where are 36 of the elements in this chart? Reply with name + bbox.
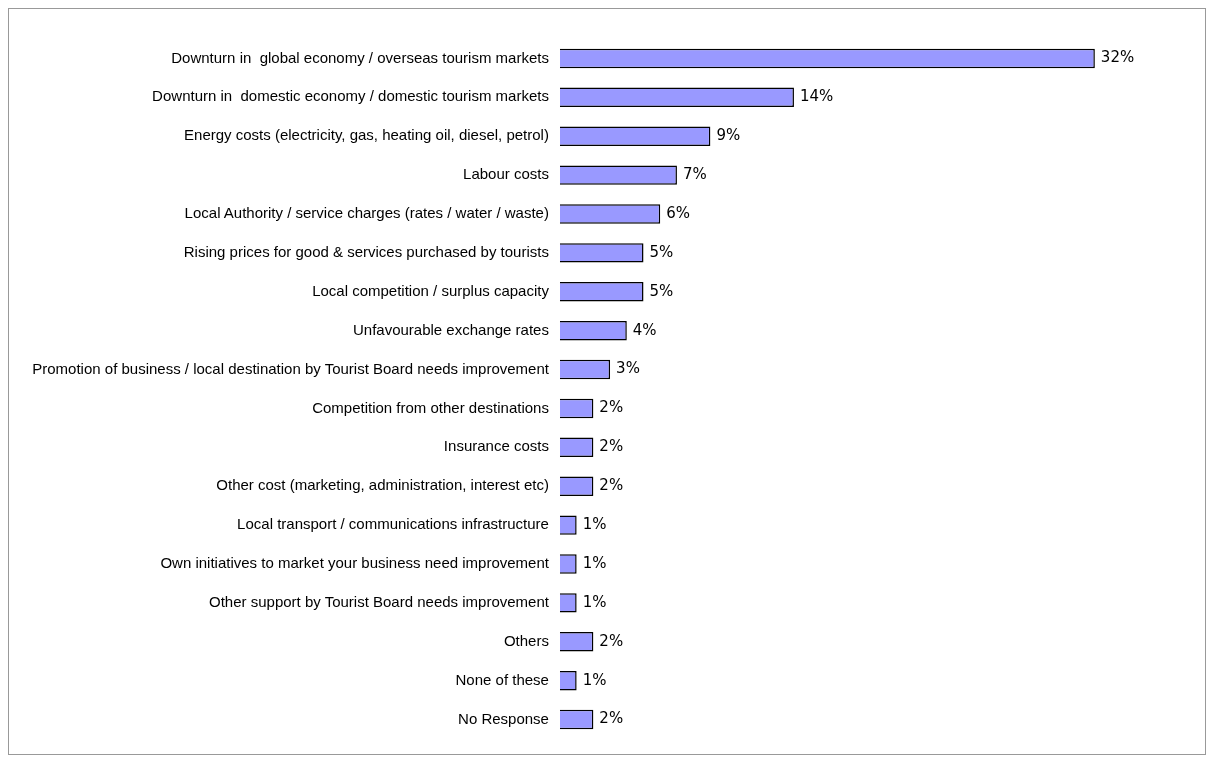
y-tick-label: Rising prices for good & services purchased by tourists bbox=[183, 243, 549, 261]
y-tick-label: Competition from other destinations bbox=[312, 398, 549, 416]
y-tick-label: Promotion of business / local destination by Tourist Board needs improvement bbox=[32, 359, 550, 377]
data-label: 7% bbox=[682, 165, 707, 183]
y-tick-label: Downturn in global economy / overseas tourism markets bbox=[171, 48, 549, 66]
y-tick-label: Downturn in domestic economy / domestic tourism markets bbox=[152, 87, 549, 105]
y-tick-label: Local transport / communications infrastructure bbox=[237, 515, 549, 533]
data-label: 2% bbox=[599, 476, 624, 495]
data-label: 1% bbox=[582, 592, 607, 611]
data-label: 6% bbox=[666, 203, 691, 222]
y-tick-label: None of these bbox=[455, 670, 549, 688]
data-label: 14% bbox=[799, 87, 834, 106]
y-tick-label: Other cost (marketing, administration, interest etc) bbox=[216, 476, 549, 494]
data-label: 1% bbox=[582, 670, 607, 689]
data-label: 9% bbox=[716, 126, 741, 145]
y-tick-label: Local competition / surplus capacity bbox=[312, 281, 550, 299]
y-tick-label: Unfavourable exchange rates bbox=[352, 320, 549, 338]
y-tick-label: Other support by Tourist Board needs improvement bbox=[209, 593, 550, 611]
y-tick-label: Labour costs bbox=[463, 165, 549, 183]
data-label: 1% bbox=[582, 553, 607, 572]
data-label: 2% bbox=[599, 709, 624, 728]
data-label: 1% bbox=[582, 515, 607, 533]
y-tick-label: Energy costs (electricity, gas, heating oil, diesel, petrol) bbox=[184, 126, 549, 144]
data-label: 3% bbox=[616, 359, 640, 378]
y-tick-label: No Response bbox=[458, 709, 549, 727]
y-tick-label: Local Authority / service charges (rates / water / waste) bbox=[184, 204, 549, 222]
y-tick-label: Insurance costs bbox=[443, 437, 549, 455]
y-tick-label: Own initiatives to market your business need improvement bbox=[160, 554, 550, 572]
data-label: 5% bbox=[649, 242, 674, 261]
data-label: 5% bbox=[649, 281, 674, 300]
y-tick-label: Others bbox=[503, 631, 549, 649]
data-label: 32% bbox=[1100, 48, 1135, 67]
data-label: 2% bbox=[599, 398, 624, 417]
data-label: 4% bbox=[632, 320, 657, 339]
data-label: 2% bbox=[599, 437, 624, 456]
data-label: 2% bbox=[599, 631, 624, 650]
